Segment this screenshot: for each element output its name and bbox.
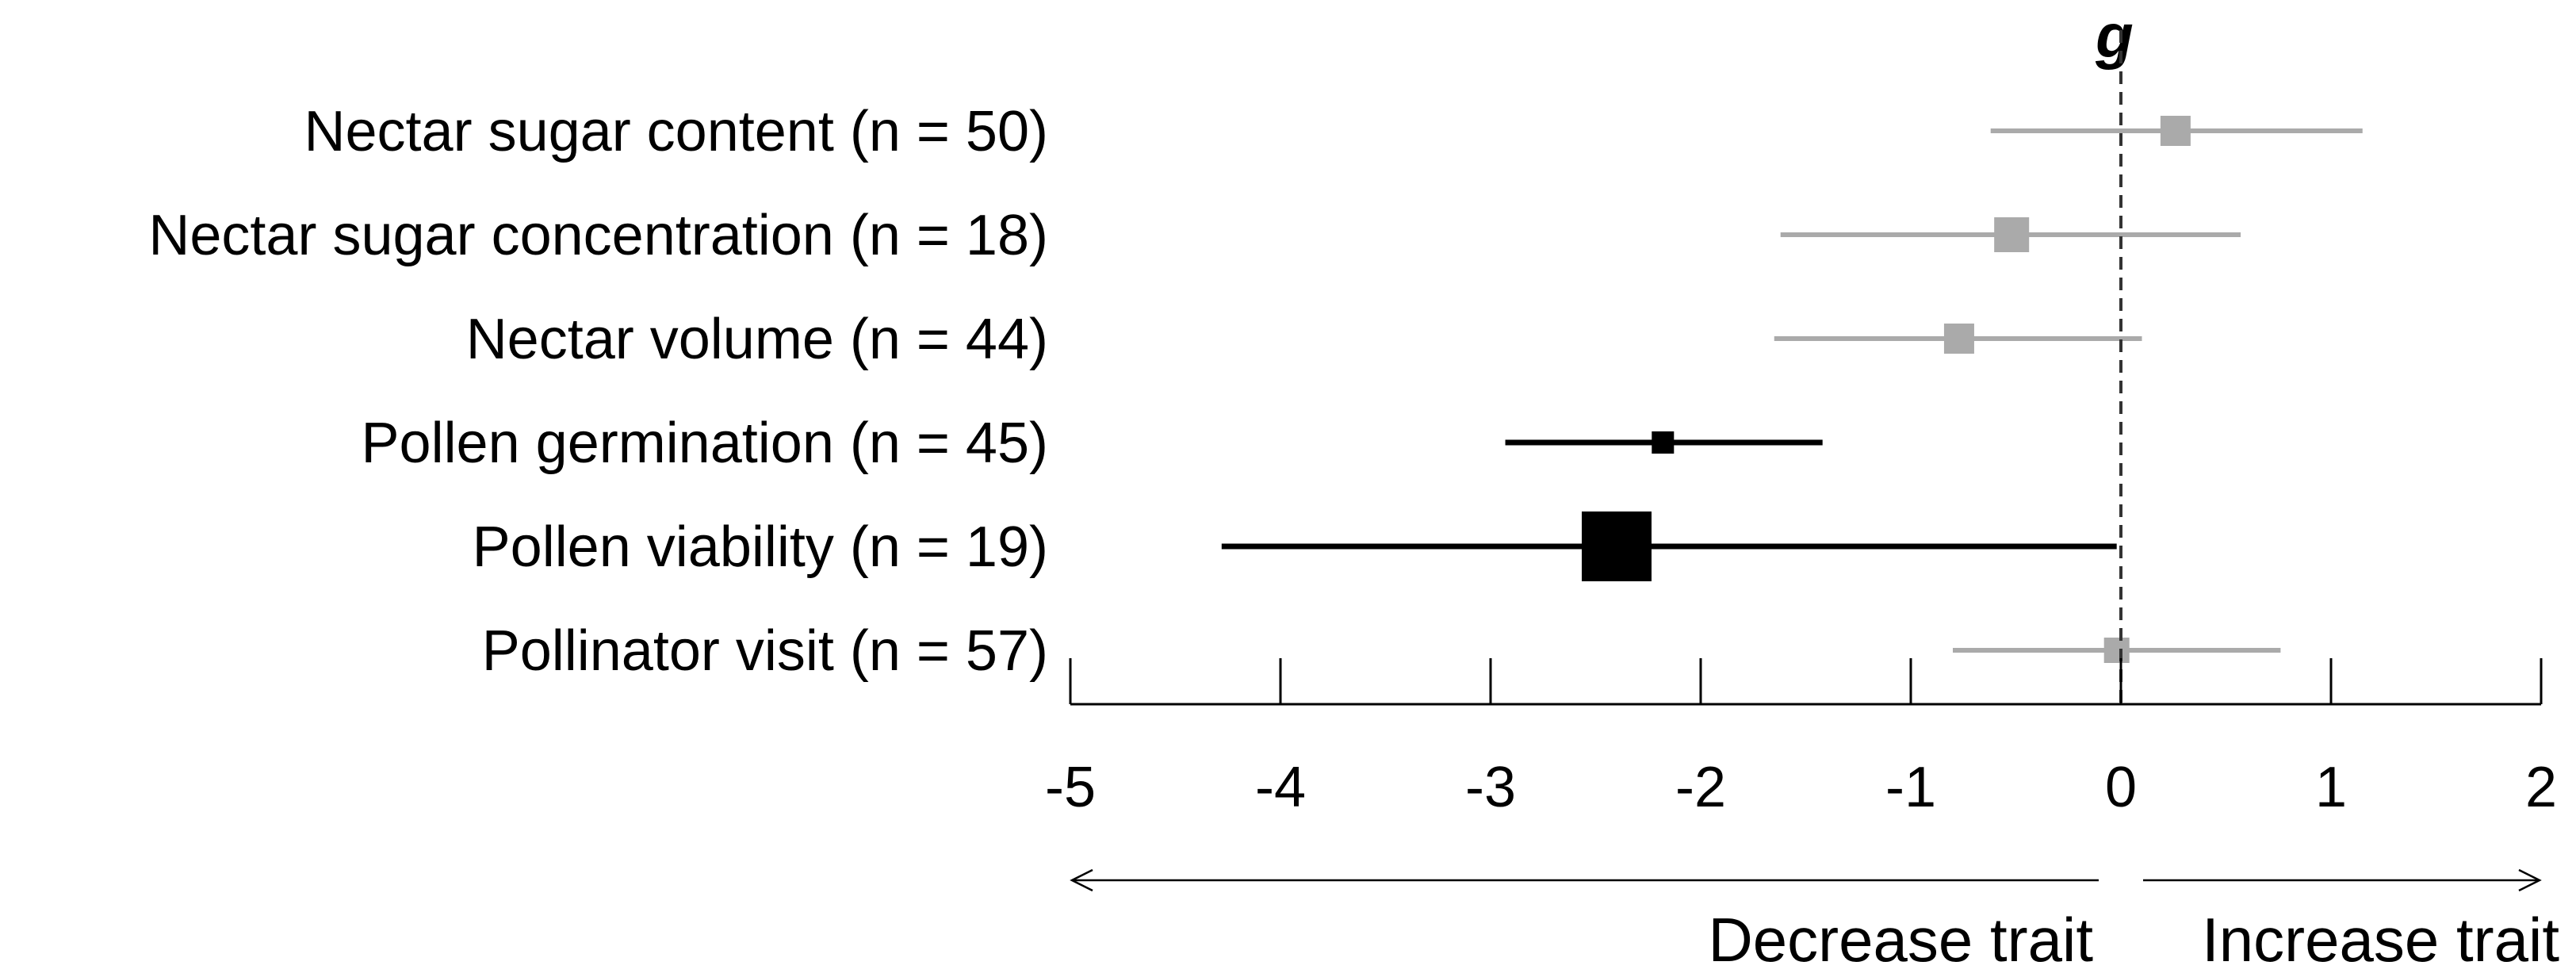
row-label: Pollen viability (n = 19)	[473, 515, 1048, 579]
forest-row: Nectar sugar concentration (n = 18)	[148, 204, 2241, 267]
row-label: Pollinator visit (n = 57)	[482, 619, 1048, 683]
point-estimate	[1652, 431, 1675, 454]
forest-row: Nectar sugar content (n = 50)	[304, 100, 2363, 163]
forest-row: Nectar volume (n = 44)	[466, 308, 2142, 371]
axis-title: g	[2095, 1, 2134, 71]
forest-row: Pollen viability (n = 19)	[473, 511, 2117, 581]
x-tick-label: -2	[1675, 756, 1726, 819]
forest-row: Pollen germination (n = 45)	[362, 412, 1823, 475]
point-estimate	[2103, 638, 2130, 663]
forest-row: Pollinator visit (n = 57)	[482, 619, 2281, 683]
increase-arrow-head	[2518, 868, 2542, 892]
row-label: Nectar sugar concentration (n = 18)	[148, 204, 1048, 267]
decrease-trait-label: Decrease trait	[1708, 905, 2093, 975]
point-estimate	[1943, 324, 1974, 354]
point-estimate	[1994, 217, 2030, 252]
row-label: Nectar volume (n = 44)	[466, 308, 1048, 371]
x-tick-label: -5	[1045, 756, 1096, 819]
row-label: Pollen germination (n = 45)	[362, 412, 1049, 475]
row-label: Nectar sugar content (n = 50)	[304, 100, 1049, 163]
increase-trait-label: Increase trait	[2202, 905, 2559, 975]
x-tick-label: -1	[1885, 756, 1936, 819]
x-tick-label: -4	[1255, 756, 1306, 819]
point-estimate	[1582, 511, 1652, 581]
rows-layer: Nectar sugar content (n = 50) Nectar suga…	[148, 100, 2363, 683]
direction-indicator: Decrease trait Increase trait	[1070, 868, 2559, 975]
x-tick-label: -3	[1465, 756, 1516, 819]
x-tick-label: 0	[2105, 756, 2137, 819]
decrease-arrow-head	[1070, 868, 1093, 892]
x-tick-label: 1	[2315, 756, 2347, 819]
x-tick-label: 2	[2525, 756, 2557, 819]
x-axis: -5 -4 -3 -2 -1 0 1 2	[1045, 658, 2557, 819]
point-estimate	[2160, 116, 2191, 146]
